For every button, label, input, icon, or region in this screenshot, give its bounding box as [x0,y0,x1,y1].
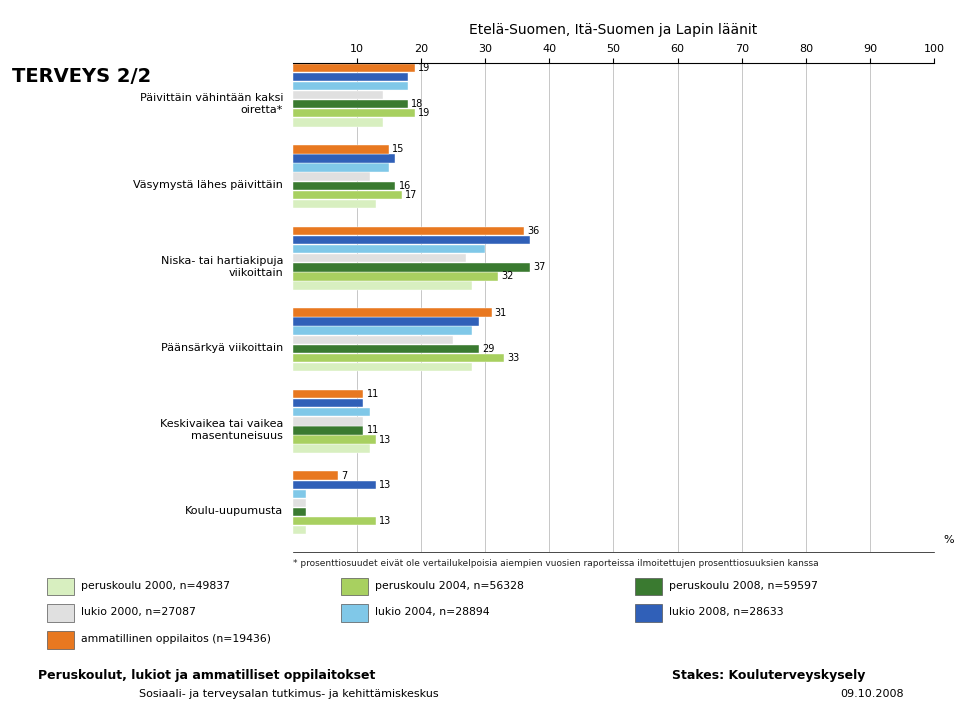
Bar [293,181,396,190]
Text: ammatillinen oppilaitos (n=19436): ammatillinen oppilaitos (n=19436) [81,634,271,644]
Bar [293,481,376,489]
Bar [293,200,376,208]
Bar [293,344,479,353]
Bar [47,631,74,649]
Bar [293,281,472,290]
Text: 18: 18 [412,99,423,109]
Bar [293,263,530,271]
Text: 19: 19 [418,63,430,73]
Text: 11: 11 [367,389,379,399]
Bar [293,517,376,525]
Text: Keskivaikea tai vaikea
masentuneisuus: Keskivaikea tai vaikea masentuneisuus [159,419,283,441]
Bar [293,354,504,362]
Bar [293,498,305,507]
Bar [293,172,370,181]
Text: lukio 2008, n=28633: lukio 2008, n=28633 [669,607,783,617]
Text: Päänsärkyä viikoittain: Päänsärkyä viikoittain [161,343,283,354]
Text: 36: 36 [527,226,540,236]
Bar [293,272,498,280]
Text: 32: 32 [501,271,514,281]
Text: 7: 7 [341,470,348,481]
Bar [293,317,479,325]
Text: Niska- tai hartiakipuja
viikoittain: Niska- tai hartiakipuja viikoittain [160,256,283,278]
Text: Tiedosta hyvinvointia: Tiedosta hyvinvointia [12,13,138,26]
Bar [47,604,74,622]
Text: 15: 15 [393,144,404,155]
Bar [293,335,453,344]
Bar [293,245,485,253]
Bar [293,191,402,199]
Bar [342,604,368,622]
Bar [293,163,389,172]
Text: 13: 13 [379,479,392,490]
Bar [293,390,363,399]
Text: * prosenttiosuudet eivät ole vertailukelpoisia aiempien vuosien raporteissa ilmo: * prosenttiosuudet eivät ole vertailukel… [293,559,819,568]
Bar [636,578,662,595]
Text: Kouluterveyskysely: Kouluterveyskysely [347,13,460,26]
Text: Väsymystä lähes päivittäin: Väsymystä lähes päivittäin [133,181,283,191]
Bar [293,82,408,90]
Bar [293,472,338,480]
Bar [293,91,383,99]
Text: 17: 17 [405,190,418,200]
Text: 11: 11 [367,425,379,435]
Bar [293,100,408,108]
Bar [293,118,383,127]
Bar [293,426,363,434]
Bar [293,109,415,117]
Bar [293,236,530,244]
Text: 31: 31 [494,307,507,318]
Text: Koulu-uupumusta: Koulu-uupumusta [185,506,283,516]
Text: Päivittäin vähintään kaksi
oiretta*: Päivittäin vähintään kaksi oiretta* [140,93,283,115]
Bar [293,227,523,236]
Text: Peruskoulut, lukiot ja ammatilliset oppilaitokset: Peruskoulut, lukiot ja ammatilliset oppi… [38,669,375,682]
Text: 37: 37 [534,262,545,272]
Bar [293,508,305,516]
Text: 09.10.2008: 09.10.2008 [840,689,903,699]
Bar [293,526,305,534]
Bar [47,578,74,595]
Bar [293,408,370,416]
Bar [293,444,370,453]
Text: TERVEYS 2/2: TERVEYS 2/2 [12,67,151,86]
Text: lukio 2000, n=27087: lukio 2000, n=27087 [81,607,196,617]
Text: 19: 19 [418,108,430,118]
Bar [293,489,305,498]
Text: peruskoulu 2000, n=49837: peruskoulu 2000, n=49837 [81,581,229,591]
Bar [293,254,466,262]
Text: 13: 13 [379,434,392,444]
Text: 33: 33 [508,353,520,363]
Text: Stakes: Kouluterveyskysely: Stakes: Kouluterveyskysely [672,669,865,682]
Text: lukio 2004, n=28894: lukio 2004, n=28894 [375,607,490,617]
Bar [293,309,492,317]
Bar [636,604,662,622]
Bar [293,72,408,81]
Bar [293,363,472,371]
Bar [293,154,396,162]
Text: peruskoulu 2004, n=56328: peruskoulu 2004, n=56328 [375,581,524,591]
Text: 13: 13 [379,516,392,526]
Title: Etelä-Suomen, Itä-Suomen ja Lapin läänit: Etelä-Suomen, Itä-Suomen ja Lapin läänit [469,22,757,37]
Bar [342,578,368,595]
Text: 29: 29 [482,344,494,354]
Bar [293,145,389,154]
Bar [293,399,363,408]
Text: peruskoulu 2008, n=59597: peruskoulu 2008, n=59597 [669,581,818,591]
Bar [293,63,415,72]
Bar [293,435,376,444]
Text: 20: 20 [931,13,946,26]
Text: %: % [944,535,954,546]
Text: Sosiaali- ja terveysalan tutkimus- ja kehittämiskeskus: Sosiaali- ja terveysalan tutkimus- ja ke… [139,689,439,699]
Bar [293,326,472,335]
Text: 16: 16 [398,181,411,191]
Bar [293,417,363,425]
Text: VSTAKES: VSTAKES [47,680,107,692]
